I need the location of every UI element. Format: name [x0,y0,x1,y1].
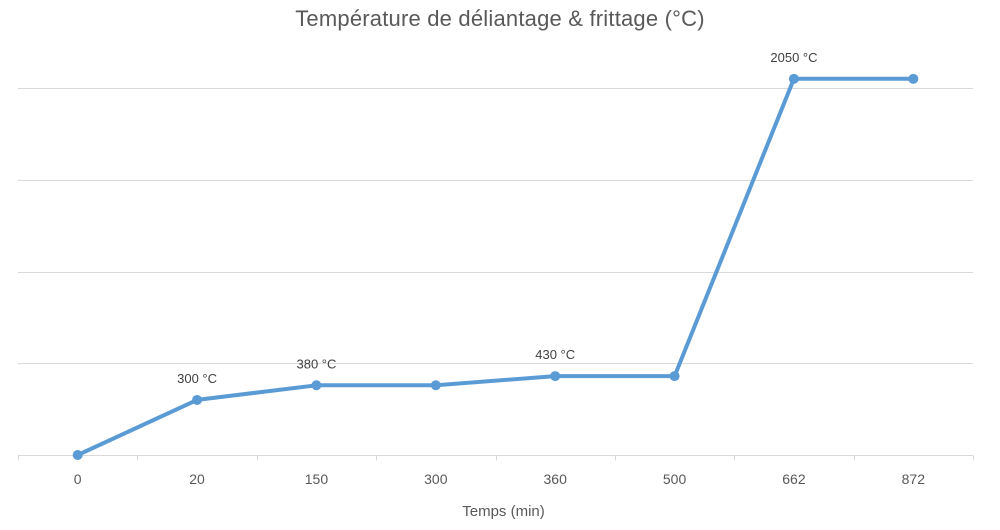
x-tick-label: 0 [74,471,82,487]
x-tick-label: 150 [305,471,329,487]
data-point [550,371,561,382]
data-label: 300 °C [177,371,217,386]
data-point [430,380,441,391]
x-tick-label: 20 [189,471,205,487]
series-line [75,76,916,457]
x-tick-label: 872 [902,471,926,487]
data-labels: 300 °C 380 °C 430 °C 2050 °C [177,50,817,386]
x-axis: 0 20 150 300 360 500 662 872 [18,455,974,487]
data-point [72,450,83,460]
data-label: 2050 °C [770,50,817,65]
x-tick-label: 360 [544,471,568,487]
data-point [908,73,919,84]
series-layer [72,73,919,460]
data-point [311,380,322,391]
x-axis-title: Temps (min) [462,503,545,520]
data-point [669,371,680,382]
chart-title: Température de déliantage & frittage (°C… [295,6,705,31]
data-point [788,73,799,84]
x-tick-label: 662 [782,471,806,487]
grid-layer [18,88,973,364]
data-point [192,394,203,405]
data-label: 380 °C [296,356,336,371]
x-tick-label: 500 [663,471,687,487]
data-label: 430 °C [535,347,575,362]
x-tick-label: 300 [424,471,448,487]
